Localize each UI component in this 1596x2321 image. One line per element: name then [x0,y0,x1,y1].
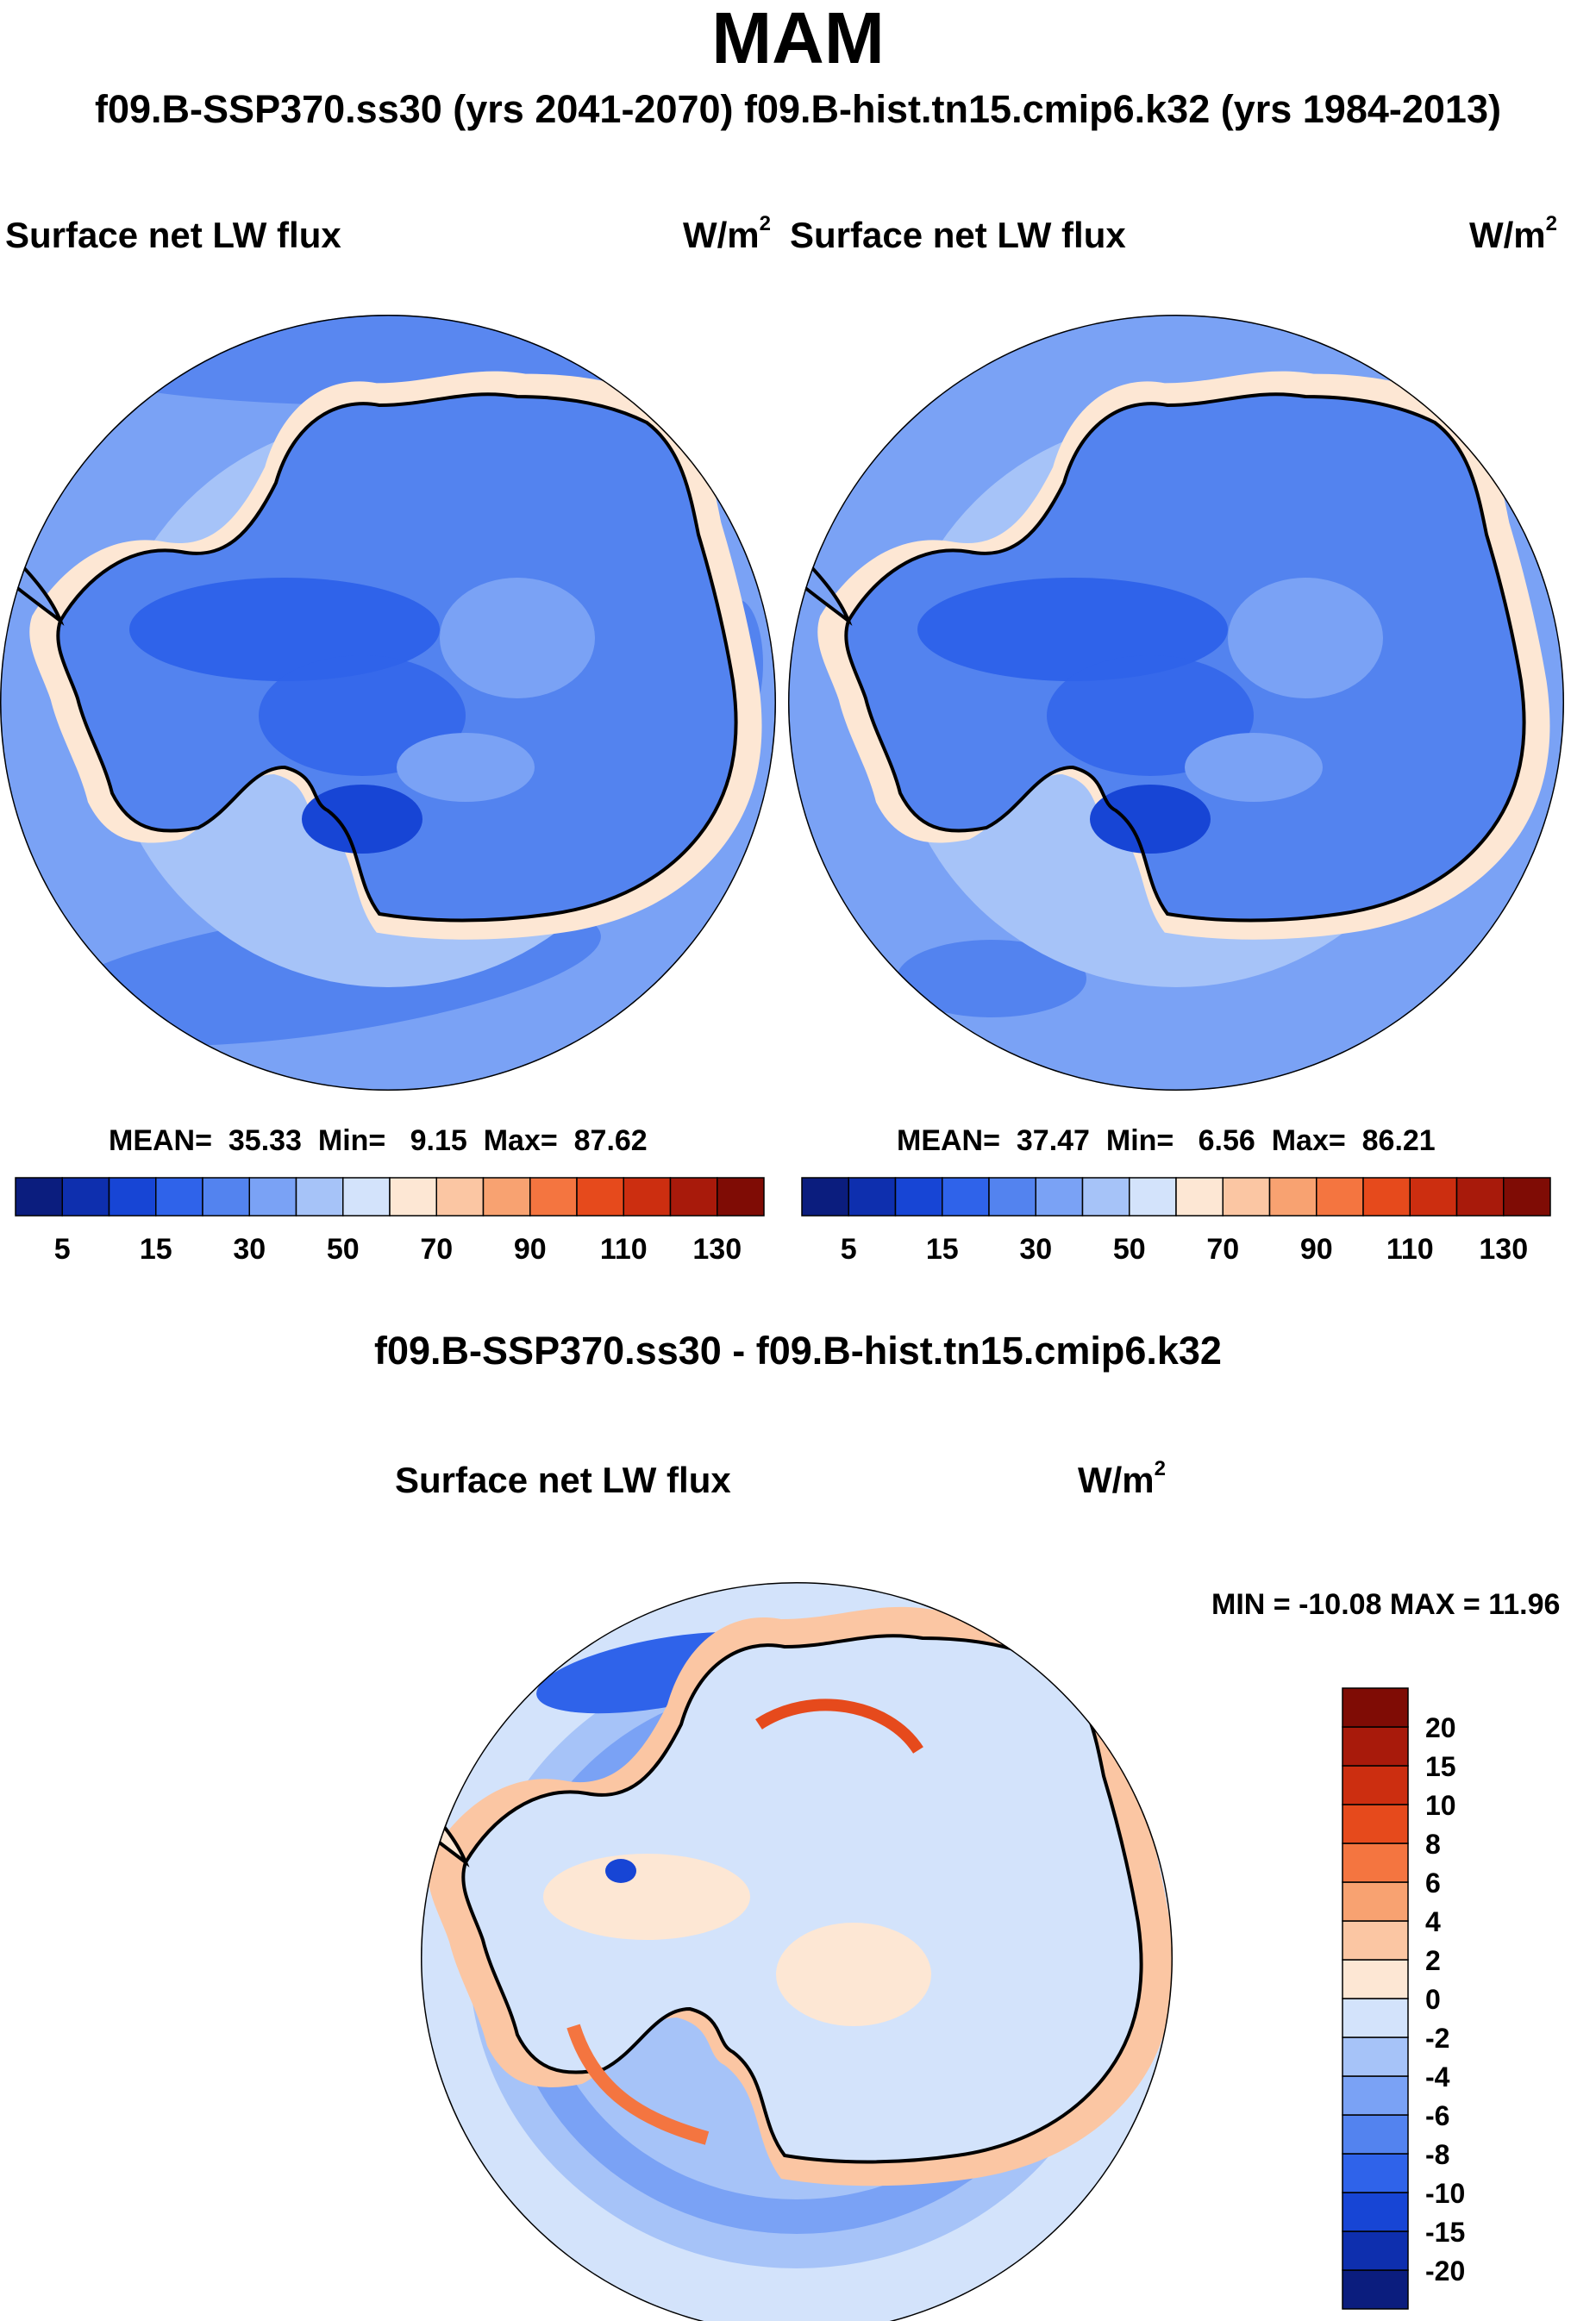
page-title: MAM [711,0,885,78]
panel1-map [0,315,776,1091]
colorbar-tick-label: 6 [1425,1867,1441,1899]
colorbar-tick-label: -6 [1425,2100,1449,2131]
colorbar-box [1342,2153,1409,2193]
colorbar-box [155,1177,203,1217]
colorbar-tick-label: 20 [1425,1712,1456,1743]
colorbar-box [1342,1842,1409,1883]
colorbar-box [623,1177,672,1217]
colorbar-box [848,1177,897,1217]
panel1-title: Surface net LW flux [5,215,341,255]
colorbar-tick-label: 5 [54,1233,71,1266]
colorbar-box [1342,1998,1409,2038]
panel2-title: Surface net LW flux [790,215,1126,255]
panel1-stats: MEAN= 35.33 Min= 9.15 Max= 87.62 [109,1124,648,1157]
colorbar-tick-label: 130 [692,1233,742,1266]
colorbar-box [1342,2036,1409,2077]
colorbar-tick-label: 50 [1113,1233,1146,1266]
colorbar-tick-label: -15 [1425,2217,1465,2248]
colorbar-tick-label: -20 [1425,2255,1465,2287]
colorbar-tick-label: 90 [514,1233,547,1266]
colorbar-tick-label: -10 [1425,2178,1465,2209]
cases-header: f09.B-SSP370.ss30 (yrs 2041-2070) f09.B-… [95,87,1501,131]
panel1-units: W/m2 [683,212,772,255]
colorbar-box [576,1177,624,1217]
colorbar-box [529,1177,578,1217]
colorbar-box [669,1177,718,1217]
colorbar-box [1175,1177,1224,1217]
colorbar-box [1268,1177,1317,1217]
colorbar-box [1222,1177,1271,1217]
diff-map [421,1582,1173,2321]
colorbar-box [1342,1959,1409,1999]
colorbar-box [1342,2192,1409,2232]
colorbar-box [1342,1687,1409,1728]
colorbar-box [1342,2230,1409,2271]
colorbar-box [1342,1920,1409,1961]
colorbar-box [894,1177,943,1217]
colorbar-box [1409,1177,1458,1217]
colorbar-tick-label: 50 [327,1233,360,1266]
colorbar-tick-label: 30 [233,1233,266,1266]
colorbar-box [801,1177,849,1217]
colorbar-box [61,1177,110,1217]
colorbar-box [482,1177,531,1217]
colorbar-box [108,1177,157,1217]
colorbar-box [1342,1765,1409,1805]
diff-panel-title: Surface net LW flux [395,1460,731,1500]
colorbar-tick-label: 10 [1425,1790,1456,1821]
colorbar-box [1342,2269,1409,2310]
colorbar-box [1342,1726,1409,1767]
colorbar-box [1342,2114,1409,2155]
colorbar-box [435,1177,485,1217]
colorbar-tick-label: 90 [1300,1233,1333,1266]
colorbar-box [15,1177,63,1217]
colorbar-box [942,1177,990,1217]
colorbar-tick-label: 110 [1386,1233,1434,1266]
panel2-stats: MEAN= 37.47 Min= 6.56 Max= 86.21 [897,1124,1436,1157]
colorbar-box [342,1177,391,1217]
colorbar-box [1362,1177,1411,1217]
colorbar-tick-label: 110 [600,1233,648,1266]
panel2-map [788,315,1564,1091]
colorbar-tick-label: 2 [1425,1945,1441,1976]
colorbar-box [1342,2075,1409,2116]
colorbar-tick-label: 130 [1479,1233,1528,1266]
colorbar-box [1503,1177,1551,1217]
colorbar-box [248,1177,297,1217]
colorbar-panel2: 5 15 30 50 70 90 110 130 [801,1177,1551,1266]
colorbar-panel1: 5 15 30 50 70 90 110 130 [15,1177,765,1266]
colorbar-box [1455,1177,1505,1217]
panel2-units: W/m2 [1469,212,1558,255]
colorbar-box [1342,1804,1409,1844]
colorbar-box [988,1177,1036,1217]
colorbar-tick-label: 15 [926,1233,959,1266]
colorbar-tick-label: 5 [841,1233,857,1266]
colorbar-tick-label: -4 [1425,2061,1450,2093]
diff-header: f09.B-SSP370.ss30 - f09.B-hist.tn15.cmip… [374,1329,1222,1373]
colorbar-tick-label: 0 [1425,1984,1441,2015]
diff-panel-units: W/m2 [1078,1457,1167,1500]
diff-minmax: MIN = -10.08 MAX = 11.96 [1211,1588,1561,1621]
colorbar-box [717,1177,765,1217]
colorbar-box [295,1177,344,1217]
colorbar-tick-label: 30 [1019,1233,1052,1266]
colorbar-tick-label: 4 [1425,1906,1441,1937]
colorbar-tick-label: 15 [140,1233,172,1266]
colorbar-tick-label: -2 [1425,2023,1449,2054]
colorbar-box [389,1177,437,1217]
colorbar-box [1342,1881,1409,1922]
colorbar-box [1035,1177,1084,1217]
colorbar-tick-label: 70 [1206,1233,1239,1266]
colorbar-tick-label: 15 [1425,1751,1456,1782]
colorbar-box [1081,1177,1130,1217]
colorbar-box [1129,1177,1177,1217]
colorbar-box [1316,1177,1364,1217]
colorbar-tick-label: -8 [1425,2139,1449,2170]
colorbar-tick-label: 8 [1425,1829,1441,1860]
colorbar-box [202,1177,250,1217]
colorbar-tick-label: 70 [420,1233,453,1266]
